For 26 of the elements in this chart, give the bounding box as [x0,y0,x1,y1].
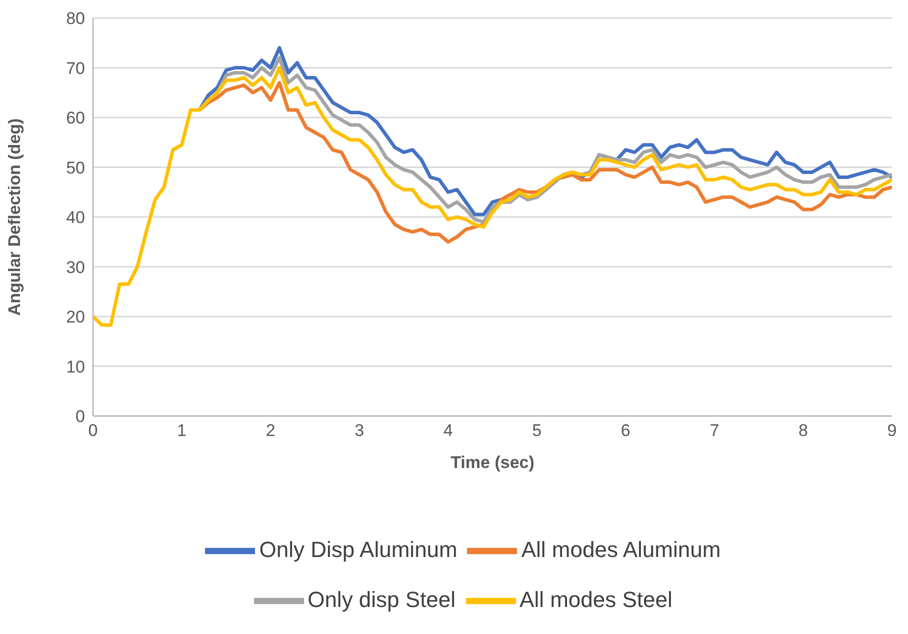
y-tick-label: 50 [66,158,85,178]
y-tick-label: 80 [66,9,85,28]
y-tick-label: 10 [66,357,85,376]
x-tick-label: 6 [620,421,630,440]
y-tick-label: 20 [66,308,85,327]
y-tick-label: 30 [66,258,85,277]
x-tick-label: 1 [177,421,187,440]
y-axis-title: Angular Deflection (deg) [5,118,24,316]
x-tick-label: 7 [710,421,720,440]
legend-label: Only Disp Aluminum [259,536,458,562]
x-tick-label: 0 [88,421,98,440]
x-tick-label: 5 [532,421,542,440]
legend-label: All modes Steel [520,586,672,612]
x-tick-label: 4 [443,421,453,440]
x-tick-label: 3 [354,421,364,440]
y-tick-label: 70 [66,58,85,78]
x-axis-title: Time (sec) [450,453,534,472]
x-tick-label: 8 [798,421,808,440]
line-series [93,66,892,327]
legend-label: All modes Aluminum [521,536,721,562]
y-tick-label: 0 [76,407,85,426]
legend-label: Only disp Steel [308,586,456,612]
y-tick-label: 40 [66,208,85,228]
y-tick-label: 60 [66,108,85,128]
x-tick-label: 2 [266,421,276,440]
x-tick-label: 9 [887,421,897,440]
